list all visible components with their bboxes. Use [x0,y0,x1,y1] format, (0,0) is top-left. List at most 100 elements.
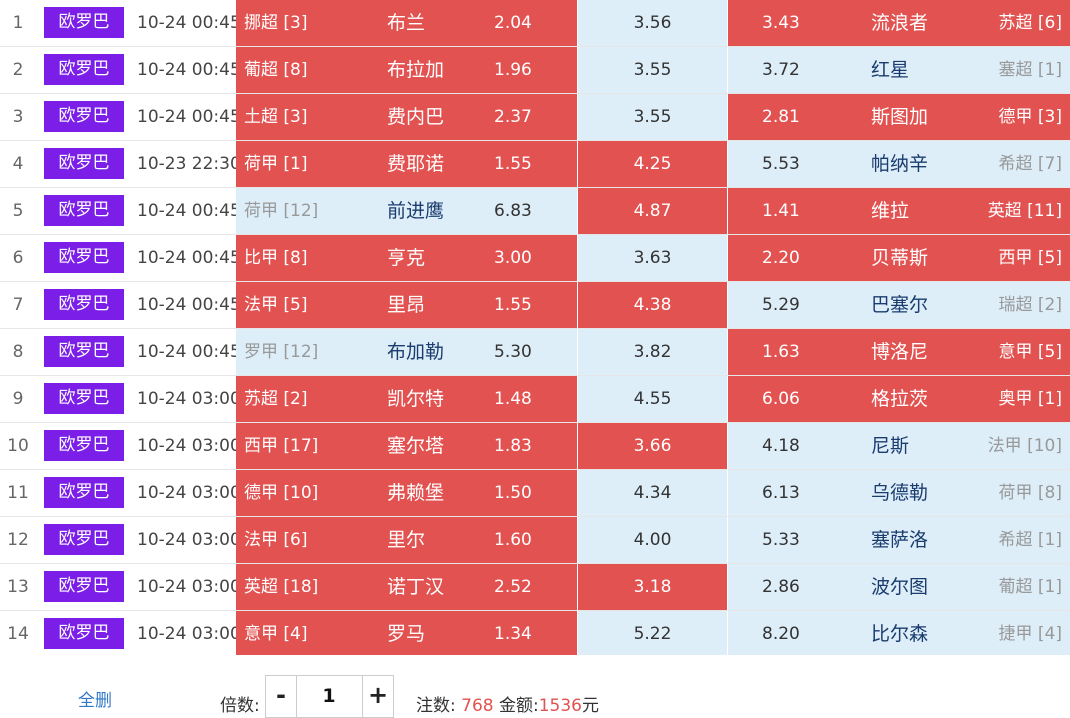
competition-badge[interactable]: 欧罗巴 [44,383,124,414]
draw-option[interactable]: 3.63 [578,235,728,281]
home-win-option[interactable]: 荷甲 [12] 前进鹰 6.83 [236,188,578,234]
competition-badge[interactable]: 欧罗巴 [44,618,124,649]
home-team: 费耶诺 [387,153,445,175]
away-win-option[interactable]: 2.81 斯图加 德甲 [3] [728,94,1070,140]
away-team: 斯图加 [871,106,929,128]
home-league-rank: 葡超 [8] [244,60,308,80]
home-league-rank: 英超 [18] [244,577,319,597]
away-win-option[interactable]: 5.53 帕纳辛 希超 [7] [728,141,1070,187]
match-row: 9 欧罗巴 10-24 03:00 苏超 [2] 凯尔特 1.48 4.55 6.06 格拉茨 奥… [0,376,1070,423]
draw-option[interactable]: 4.34 [578,470,728,516]
competition-badge[interactable]: 欧罗巴 [44,477,124,508]
home-odds: 1.48 [494,389,532,409]
home-win-option[interactable]: 德甲 [10] 弗赖堡 1.50 [236,470,578,516]
away-win-option[interactable]: 2.20 贝蒂斯 西甲 [5] [728,235,1070,281]
away-win-option[interactable]: 3.43 流浪者 苏超 [6] [728,0,1070,46]
home-win-option[interactable]: 法甲 [5] 里昂 1.55 [236,282,578,328]
away-odds: 1.63 [762,342,800,362]
draw-option[interactable]: 3.56 [578,0,728,46]
draw-option[interactable]: 4.00 [578,517,728,563]
away-win-option[interactable]: 8.20 比尔森 捷甲 [4] [728,611,1070,657]
competition-badge[interactable]: 欧罗巴 [44,195,124,226]
home-win-option[interactable]: 葡超 [8] 布拉加 1.96 [236,47,578,93]
competition-badge[interactable]: 欧罗巴 [44,524,124,555]
home-win-option[interactable]: 挪超 [3] 布兰 2.04 [236,0,578,46]
home-win-option[interactable]: 荷甲 [1] 费耶诺 1.55 [236,141,578,187]
competition-badge[interactable]: 欧罗巴 [44,242,124,273]
draw-odds: 4.34 [633,483,672,503]
match-row: 12 欧罗巴 10-24 03:00 法甲 [6] 里尔 1.60 4.00 5.33 塞萨洛 希… [0,517,1070,564]
away-odds: 5.53 [762,154,800,174]
draw-option[interactable]: 4.25 [578,141,728,187]
competition-badge[interactable]: 欧罗巴 [44,101,124,132]
row-index: 7 [12,295,24,315]
home-team: 弗赖堡 [387,482,445,504]
match-time: 10-24 00:45 [137,13,241,33]
home-league-rank: 苏超 [2] [244,389,308,409]
home-odds: 1.96 [494,60,532,80]
away-win-option[interactable]: 6.06 格拉茨 奥甲 [1] [728,376,1070,422]
home-win-option[interactable]: 英超 [18] 诺丁汉 2.52 [236,564,578,610]
away-win-option[interactable]: 5.33 塞萨洛 希超 [1] [728,517,1070,563]
away-team: 尼斯 [871,435,910,457]
competition-badge[interactable]: 欧罗巴 [44,54,124,85]
match-time: 10-24 00:45 [137,295,241,315]
draw-option[interactable]: 3.82 [578,329,728,375]
draw-odds: 3.55 [633,60,672,80]
away-win-option[interactable]: 1.41 维拉 英超 [11] [728,188,1070,234]
row-index: 11 [7,483,29,503]
competition-badge[interactable]: 欧罗巴 [44,7,124,38]
home-win-option[interactable]: 罗甲 [12] 布加勒 5.30 [236,329,578,375]
home-win-option[interactable]: 比甲 [8] 亨克 3.00 [236,235,578,281]
away-odds: 6.13 [762,483,800,503]
competition-badge[interactable]: 欧罗巴 [44,430,124,461]
home-win-option[interactable]: 苏超 [2] 凯尔特 1.48 [236,376,578,422]
home-team: 里昂 [387,294,426,316]
away-win-option[interactable]: 5.29 巴塞尔 瑞超 [2] [728,282,1070,328]
home-league-rank: 意甲 [4] [244,624,308,644]
competition-badge[interactable]: 欧罗巴 [44,571,124,602]
multiplier-increase-button[interactable]: + [362,675,394,718]
home-team: 布兰 [387,12,426,34]
away-team: 乌德勒 [871,482,929,504]
row-index: 6 [12,248,24,268]
draw-option[interactable]: 3.66 [578,423,728,469]
multiplier-decrease-button[interactable]: - [265,675,297,718]
multiplier-input[interactable]: 1 [296,675,362,718]
draw-odds: 3.66 [633,436,672,456]
draw-option[interactable]: 4.87 [578,188,728,234]
home-win-option[interactable]: 意甲 [4] 罗马 1.34 [236,611,578,657]
draw-option[interactable]: 3.55 [578,94,728,140]
competition-badge[interactable]: 欧罗巴 [44,289,124,320]
home-team: 诺丁汉 [387,576,445,598]
home-league-rank: 荷甲 [1] [244,154,308,174]
home-win-option[interactable]: 法甲 [6] 里尔 1.60 [236,517,578,563]
home-team: 罗马 [387,623,426,645]
home-win-option[interactable]: 西甲 [17] 塞尔塔 1.83 [236,423,578,469]
away-odds: 3.43 [762,13,800,33]
away-league-rank: 希超 [7] [998,154,1062,174]
competition-badge[interactable]: 欧罗巴 [44,336,124,367]
home-odds: 2.52 [494,577,532,597]
away-win-option[interactable]: 4.18 尼斯 法甲 [10] [728,423,1070,469]
home-win-option[interactable]: 土超 [3] 费内巴 2.37 [236,94,578,140]
draw-option[interactable]: 3.18 [578,564,728,610]
draw-option[interactable]: 4.55 [578,376,728,422]
bet-footer: 全删 倍数: - 1 + 注数: 768 金额:1536元 [0,655,1070,718]
away-win-option[interactable]: 3.72 红星 塞超 [1] [728,47,1070,93]
clear-all-button[interactable]: 全删 [78,691,112,711]
away-league-rank: 塞超 [1] [998,60,1062,80]
away-odds: 6.06 [762,389,800,409]
competition-badge[interactable]: 欧罗巴 [44,148,124,179]
match-row: 6 欧罗巴 10-24 00:45 比甲 [8] 亨克 3.00 3.63 2.20 贝蒂斯 西甲… [0,235,1070,282]
away-win-option[interactable]: 2.86 波尔图 葡超 [1] [728,564,1070,610]
draw-option[interactable]: 3.55 [578,47,728,93]
draw-odds: 4.25 [633,154,672,174]
home-league-rank: 德甲 [10] [244,483,319,503]
away-win-option[interactable]: 1.63 博洛尼 意甲 [5] [728,329,1070,375]
away-team: 波尔图 [871,576,929,598]
draw-option[interactable]: 4.38 [578,282,728,328]
home-team: 凯尔特 [387,388,445,410]
away-win-option[interactable]: 6.13 乌德勒 荷甲 [8] [728,470,1070,516]
draw-option[interactable]: 5.22 [578,611,728,657]
